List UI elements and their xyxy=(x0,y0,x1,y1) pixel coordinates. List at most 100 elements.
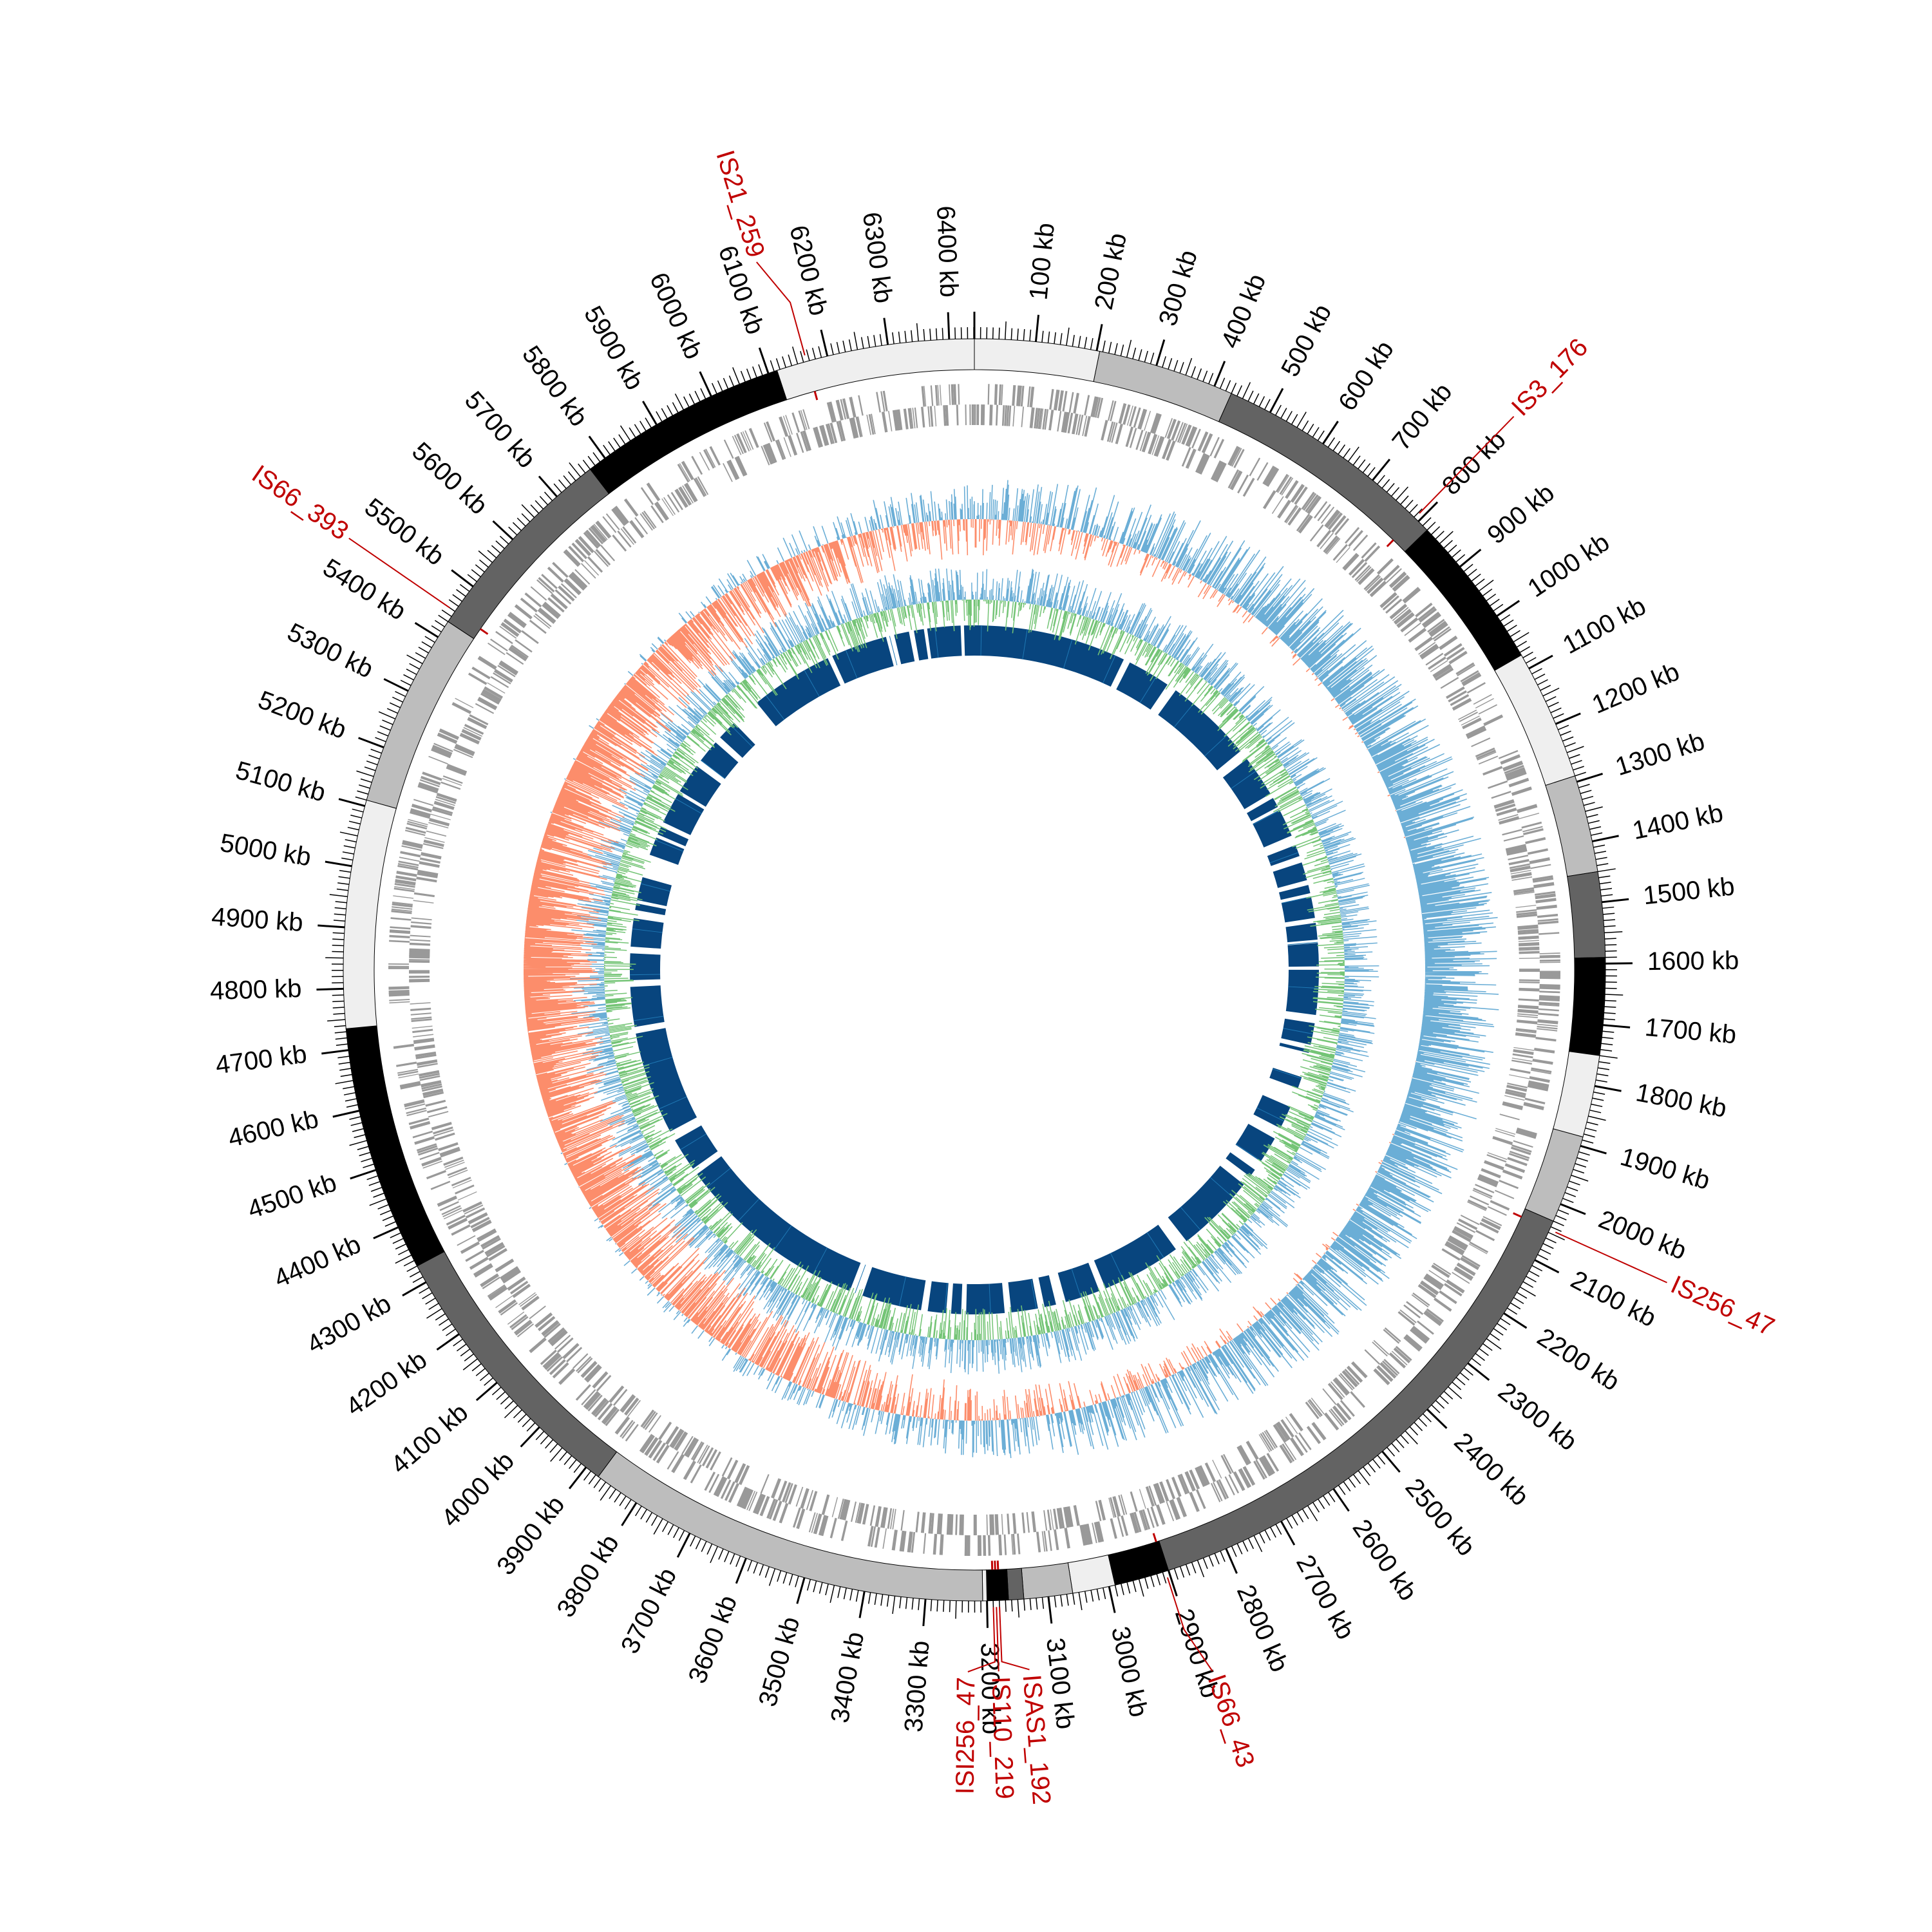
minor-tick xyxy=(1005,1600,1007,1612)
gene-block xyxy=(867,1526,874,1547)
gene-block xyxy=(1308,1399,1323,1417)
core-highlight xyxy=(1173,703,1194,728)
minor-tick xyxy=(1132,1580,1137,1593)
gene-block xyxy=(1139,409,1148,430)
gene-block xyxy=(1516,911,1537,916)
major-tick xyxy=(1269,388,1284,413)
gene-block xyxy=(1495,803,1516,812)
gene-block xyxy=(1199,455,1210,475)
gene-block xyxy=(1311,1397,1325,1415)
minor-tick xyxy=(1367,1463,1376,1473)
gene-block xyxy=(1109,422,1116,442)
gene-block xyxy=(487,1284,506,1297)
gene-block xyxy=(1073,392,1079,414)
gene-block xyxy=(654,502,668,521)
gene-block xyxy=(1425,652,1444,666)
tick-label: 4400 kb xyxy=(270,1230,365,1293)
minor-tick xyxy=(1519,646,1530,653)
minor-tick xyxy=(1054,332,1056,344)
gene-block xyxy=(1007,1513,1010,1535)
gene-block xyxy=(784,1483,793,1504)
core-block xyxy=(630,918,664,949)
gene-block xyxy=(490,676,509,688)
gene-block xyxy=(538,607,556,623)
gene-block xyxy=(1453,699,1472,711)
minor-tick xyxy=(992,327,994,339)
gene-block xyxy=(1265,1429,1278,1448)
gene-block xyxy=(748,428,759,448)
minor-tick xyxy=(1156,1573,1161,1586)
major-tick xyxy=(402,1281,427,1297)
core-block xyxy=(1281,1018,1315,1045)
minor-tick xyxy=(355,796,367,801)
minor-tick xyxy=(406,1265,417,1273)
gene-block xyxy=(1523,1102,1544,1110)
core-highlight xyxy=(731,725,753,748)
gene-block xyxy=(590,526,606,544)
core-block xyxy=(927,1281,949,1314)
major-tick xyxy=(922,1598,927,1627)
minor-tick xyxy=(710,1546,718,1564)
minor-tick xyxy=(1041,330,1044,343)
minor-tick xyxy=(651,1515,658,1526)
gene-block xyxy=(986,1514,988,1535)
gene-block xyxy=(1372,1341,1388,1357)
gene-block xyxy=(1466,682,1486,694)
gene-block xyxy=(1455,662,1475,676)
gene-block xyxy=(851,417,859,439)
minor-tick xyxy=(356,770,374,777)
tick-label: 3400 kb xyxy=(826,1630,869,1725)
core-highlight xyxy=(1287,942,1318,945)
gene-block xyxy=(912,408,916,429)
minor-tick xyxy=(1338,444,1346,455)
major-tick xyxy=(358,737,384,748)
gene-block xyxy=(1390,573,1407,589)
minor-tick xyxy=(717,380,723,392)
gene-block xyxy=(1419,643,1438,658)
gene-block xyxy=(652,1442,667,1461)
gene-block xyxy=(1264,466,1278,486)
gene-block xyxy=(595,521,611,539)
minor-tick xyxy=(1220,1551,1226,1562)
core-block xyxy=(663,793,705,835)
gene-block xyxy=(428,822,449,829)
gene-block xyxy=(907,1531,911,1553)
gene-block xyxy=(419,1075,440,1081)
major-tick xyxy=(621,1502,638,1526)
gene-block xyxy=(493,672,511,685)
gene-block xyxy=(444,1159,464,1168)
gene-block xyxy=(1237,474,1249,494)
minor-tick xyxy=(1302,420,1309,431)
gene-block xyxy=(554,1334,571,1350)
gene-block xyxy=(697,476,709,495)
gene-block xyxy=(1155,1482,1165,1504)
minor-tick xyxy=(1596,1073,1609,1077)
minor-tick xyxy=(1247,1538,1255,1549)
gene-block xyxy=(1181,424,1192,445)
gene-block xyxy=(961,1514,964,1535)
minor-tick xyxy=(1270,1527,1276,1538)
gene-block xyxy=(621,1421,636,1439)
gene-block xyxy=(1428,656,1446,670)
gene-block xyxy=(435,796,456,804)
gene-block xyxy=(648,1439,663,1459)
gene-block xyxy=(1197,453,1208,474)
contig-segment xyxy=(1568,957,1606,1056)
gene-block xyxy=(1460,1215,1480,1226)
tick-label: 5300 kb xyxy=(283,618,377,683)
gene-block xyxy=(1376,558,1394,575)
tick-label: 700 kb xyxy=(1387,378,1457,456)
minor-tick xyxy=(1173,1568,1179,1580)
gene-block xyxy=(1108,1497,1115,1518)
gene-block xyxy=(422,1160,443,1169)
minor-tick xyxy=(899,1596,902,1609)
gene-block xyxy=(1166,419,1177,439)
gene-block xyxy=(388,963,410,965)
gene-block xyxy=(736,455,748,476)
gene-block xyxy=(1195,1466,1206,1487)
gene-block xyxy=(1494,801,1515,809)
gene-block xyxy=(1410,1327,1428,1343)
gene-block xyxy=(1068,392,1074,413)
gene-block xyxy=(533,615,551,629)
minor-tick xyxy=(340,1074,352,1077)
